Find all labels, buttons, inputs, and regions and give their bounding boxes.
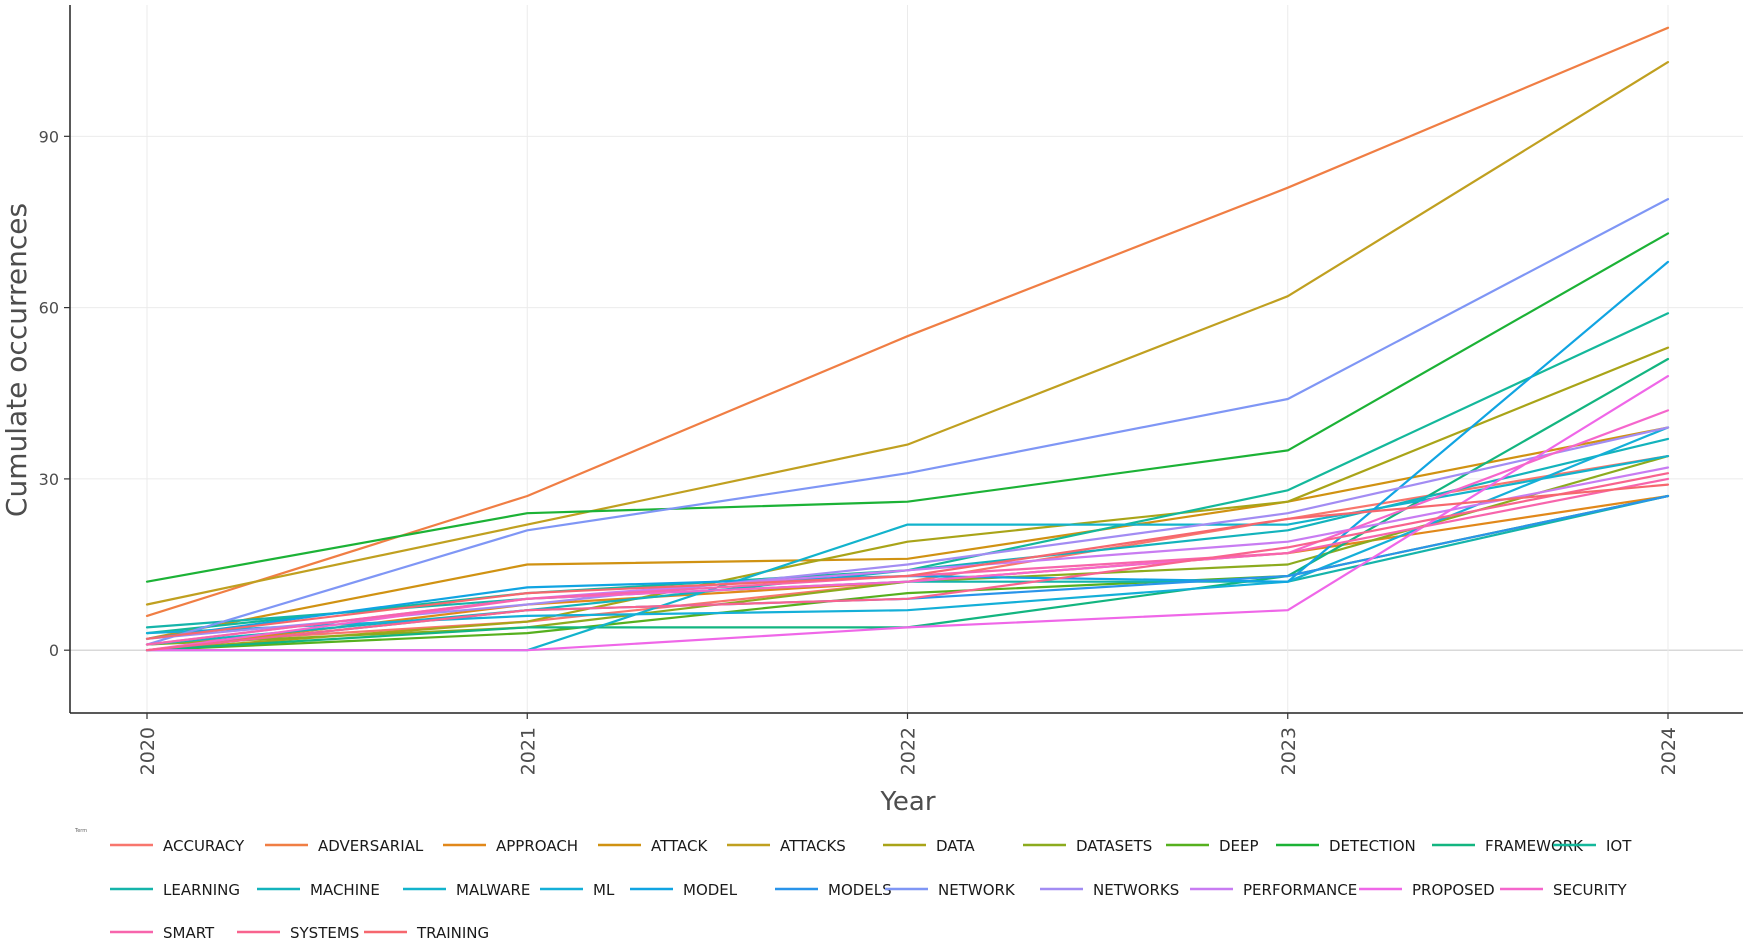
legend-item-machine: MACHINE: [257, 881, 380, 899]
legend-label: ACCURACY: [163, 837, 245, 855]
y-tick-label: 30: [39, 470, 59, 489]
legend-item-network: NETWORK: [885, 881, 1016, 899]
legend-label: DATASETS: [1076, 837, 1152, 855]
legend-item-adversarial: ADVERSARIAL: [265, 837, 424, 855]
y-tick-label: 60: [39, 299, 59, 318]
legend-label: SYSTEMS: [290, 924, 359, 941]
legend-item-proposed: PROPOSED: [1359, 881, 1495, 899]
y-tick-label: 90: [39, 127, 59, 146]
series-line-detection: [145, 232, 1670, 583]
legend-item-iot: IOT: [1553, 837, 1632, 855]
series-line-systems: [145, 472, 1670, 652]
legend-label: NETWORKS: [1093, 881, 1179, 899]
series-line-ml: [145, 426, 1670, 635]
legend-item-datasets: DATASETS: [1023, 837, 1152, 855]
legend-item-networks: NETWORKS: [1040, 881, 1179, 899]
legend-label: APPROACH: [496, 837, 578, 855]
legend-item-attack: ATTACK: [598, 837, 708, 855]
legend-label: ATTACK: [651, 837, 708, 855]
legend-item-security: SECURITY: [1500, 881, 1627, 899]
series-line-data: [145, 346, 1670, 652]
legend-label: ADVERSARIAL: [318, 837, 424, 855]
legend-item-deep: DEEP: [1166, 837, 1259, 855]
legend-label: DEEP: [1219, 837, 1259, 855]
legend-label: IOT: [1606, 837, 1632, 855]
legend-label: MODELS: [828, 881, 892, 899]
legend-label: ML: [593, 881, 615, 899]
legend-item-approach: APPROACH: [443, 837, 578, 855]
legend-item-training: TRAINING: [364, 924, 489, 942]
legend-item-performance: PERFORMANCE: [1190, 881, 1357, 899]
series-line-proposed: [145, 375, 1670, 652]
series-layer: [145, 26, 1670, 652]
legend-item-malware: MALWARE: [403, 881, 530, 899]
legend-label: PERFORMANCE: [1243, 881, 1357, 899]
legend-item-accuracy: ACCURACY: [110, 837, 245, 855]
legend: ACCURACY ADVERSARIAL APPROACH ATTACK ATTACKS…: [110, 837, 1632, 942]
legend-label: SECURITY: [1553, 881, 1627, 899]
legend-label: DATA: [936, 837, 975, 855]
legend-item-attacks: ATTACKS: [727, 837, 846, 855]
series-line-attacks: [145, 60, 1670, 606]
legend-label: DETECTION: [1329, 837, 1416, 855]
legend-title: Term: [74, 828, 87, 834]
legend-item-learning: LEARNING: [110, 881, 240, 899]
legend-label: ATTACKS: [780, 837, 846, 855]
series-line-security: [145, 409, 1670, 652]
legend-item-ml: ML: [540, 881, 615, 899]
legend-item-smart: SMART: [110, 924, 215, 942]
x-tick-label: 2023: [1278, 727, 1300, 775]
y-tick-label: 0: [49, 641, 59, 660]
legend-label: MODEL: [683, 881, 738, 899]
axis-layer: [69, 5, 1743, 714]
legend-label: FRAMEWORK: [1485, 837, 1584, 855]
series-line-network: [145, 198, 1670, 646]
x-tick-label: 2024: [1658, 727, 1680, 775]
legend-item-models: MODELS: [775, 881, 892, 899]
legend-item-framework: FRAMEWORK: [1432, 837, 1584, 855]
series-line-attack: [145, 426, 1670, 640]
legend-label: NETWORK: [938, 881, 1016, 899]
tick-layer: 0 30 60 90 2020 2021 2022 2023 2024: [39, 127, 1680, 775]
legend-item-data: DATA: [883, 837, 975, 855]
legend-item-detection: DETECTION: [1276, 837, 1416, 855]
legend-label: MACHINE: [310, 881, 380, 899]
series-line-training: [145, 483, 1670, 640]
legend-item-model: MODEL: [630, 881, 738, 899]
y-axis-label: Cumulate occurrences: [0, 203, 33, 517]
legend-label: PROPOSED: [1412, 881, 1495, 899]
x-axis-label: Year: [879, 787, 935, 817]
legend-item-systems: SYSTEMS: [237, 924, 359, 942]
legend-label: LEARNING: [163, 881, 240, 899]
grid-layer: [70, 5, 1743, 713]
legend-label: TRAINING: [416, 924, 489, 941]
x-tick-label: 2021: [517, 727, 539, 775]
legend-label: MALWARE: [456, 881, 530, 899]
legend-label: SMART: [163, 924, 215, 941]
x-tick-label: 2020: [137, 727, 159, 775]
x-tick-label: 2022: [898, 727, 920, 775]
